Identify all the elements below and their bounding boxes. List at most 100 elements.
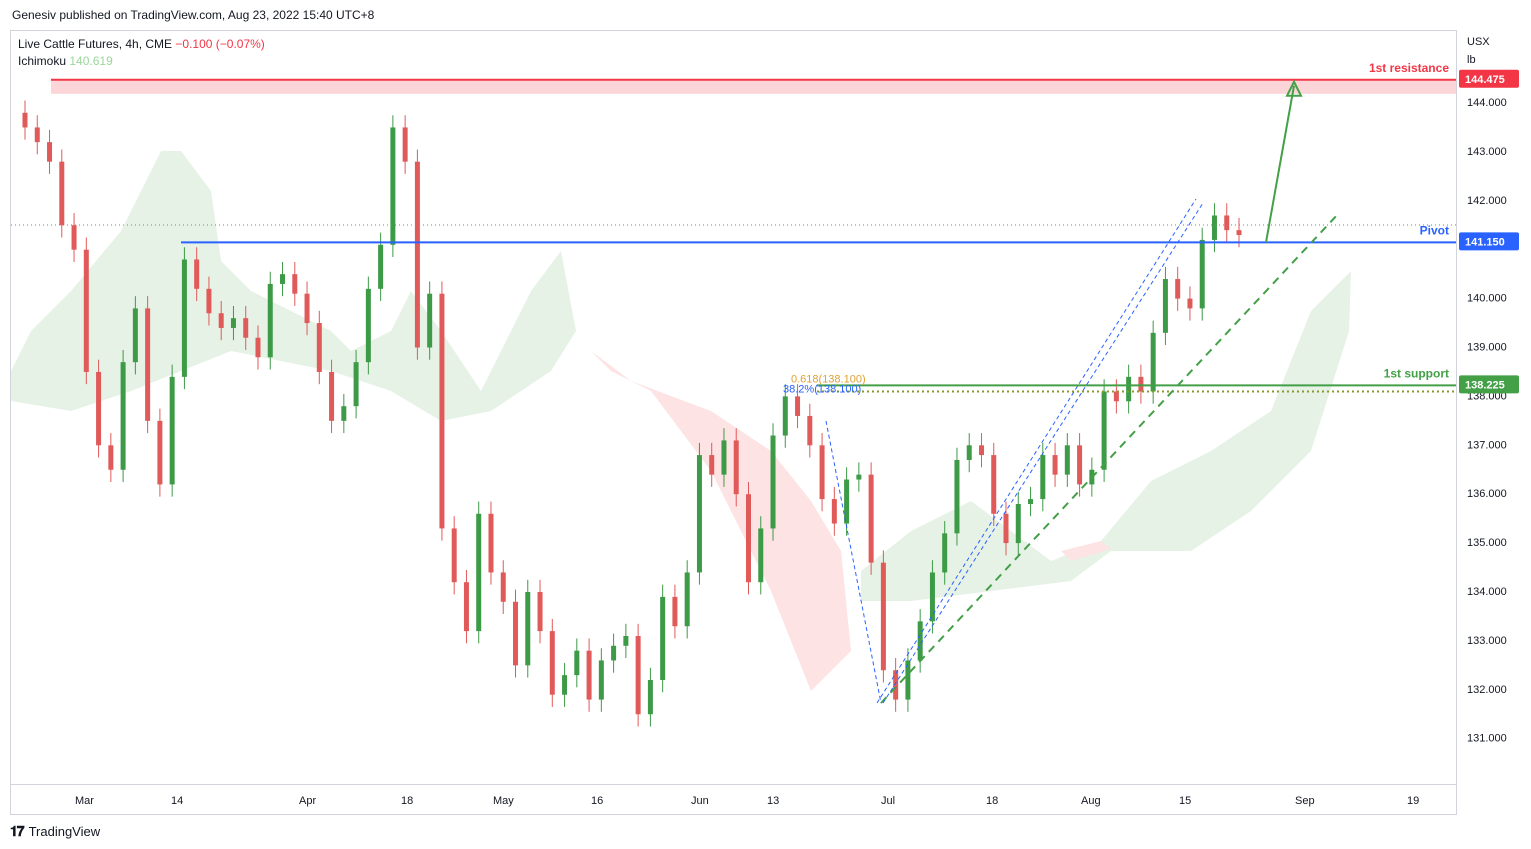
candle-body [1028, 499, 1034, 504]
candle-body [1150, 332, 1156, 392]
candle [611, 633, 617, 673]
candle [304, 281, 310, 336]
candle-body [1187, 298, 1193, 309]
candle-body [795, 396, 801, 416]
candle [513, 589, 519, 678]
candle-body [623, 636, 629, 646]
candle-body [230, 318, 236, 328]
candle-body [304, 293, 310, 324]
candle [684, 560, 690, 639]
candle [329, 359, 335, 434]
candle-body [34, 127, 40, 143]
candle-body [1138, 376, 1144, 392]
candle-body [917, 621, 923, 661]
price-tag-bg [1459, 375, 1519, 394]
candle [660, 584, 666, 693]
tradingview-logo-text: TradingView [28, 824, 101, 839]
candle [1015, 491, 1021, 556]
candle-body [684, 572, 690, 627]
y-tick-label: 142.000 [1467, 195, 1507, 207]
candle [71, 213, 77, 262]
chart-area[interactable]: 1st resistance Pivot 1st support 0.618(138.… [10, 30, 1457, 785]
candle [745, 481, 751, 595]
trendline-blue-c [825, 420, 882, 704]
candle-body [157, 420, 163, 485]
x-tick-label: Apr [299, 795, 316, 807]
candle-body [378, 244, 384, 289]
candle-body [978, 445, 984, 456]
candle [831, 486, 837, 536]
candle-body [831, 499, 837, 524]
candle-body [218, 313, 224, 328]
candle [1138, 364, 1144, 404]
candle-body [1162, 279, 1168, 333]
candle [1064, 433, 1070, 487]
candle [733, 428, 739, 507]
candle [978, 433, 984, 468]
candle-body [194, 259, 200, 289]
time-axis[interactable]: Mar 14 Apr 18 May 16 Jun 13 Jul 18 Aug 15 Sep 19 [10, 785, 1457, 815]
tradingview-logo[interactable]: 𝟏𝟕 TradingView [10, 823, 100, 840]
candle-body [598, 660, 604, 700]
y-tick-label: 131.000 [1467, 733, 1507, 745]
candle [917, 609, 923, 673]
candle-body [47, 142, 53, 162]
price-tag-bg [1459, 232, 1519, 251]
y-tick-label: 139.000 [1467, 342, 1507, 354]
candle-body [1077, 445, 1083, 485]
price-axis-svg: 144.000 143.000 142.000 140.000 139.000 138.0… [1459, 69, 1519, 745]
candle-body [880, 562, 886, 671]
candle-body [181, 259, 187, 377]
candle [1150, 320, 1156, 404]
candle-body [206, 288, 212, 314]
unit-top-label: USX [1467, 36, 1490, 48]
ichimoku-cloud-3 [1061, 541, 1111, 561]
price-tag-text: 141.150 [1465, 236, 1505, 248]
candle-body [108, 445, 114, 470]
candle [157, 408, 163, 497]
candle [292, 261, 298, 306]
price-axis[interactable]: 144.000 143.000 142.000 140.000 139.000 138.0… [1457, 30, 1531, 785]
candle-body [929, 572, 935, 622]
indicator-name[interactable]: Ichimoku [18, 54, 67, 68]
candle [635, 623, 641, 727]
candle-body [672, 596, 678, 627]
candle [169, 364, 175, 497]
candle-body [132, 308, 138, 363]
candle [929, 560, 935, 634]
price-chart[interactable]: 1st resistance Pivot 1st support 0.618(138.… [11, 31, 1457, 785]
candle-body [893, 670, 899, 700]
ichimoku-cloud-2 [861, 271, 1351, 601]
candle-body [991, 455, 997, 514]
candle [47, 129, 53, 174]
candle [954, 447, 960, 546]
candle-body [709, 455, 715, 475]
candle [132, 296, 138, 375]
candle-body [267, 283, 273, 358]
candle [672, 584, 678, 639]
candle-body [1003, 513, 1009, 544]
candle-body [635, 636, 641, 715]
candle [1003, 501, 1009, 556]
candle [96, 359, 102, 458]
candle [807, 403, 813, 458]
price-change: −0.100 (−0.07%) [175, 37, 265, 51]
candle-body [476, 513, 482, 632]
candle-body [59, 161, 65, 226]
candle-body [868, 474, 874, 563]
candle [1211, 203, 1217, 253]
candle-body [1052, 455, 1058, 475]
candle [696, 442, 702, 585]
candle [390, 115, 396, 258]
candle-body [439, 293, 445, 529]
candle [476, 501, 482, 644]
candle [1162, 266, 1168, 346]
candle-body [341, 406, 347, 421]
candle-body [525, 592, 531, 666]
projection-arrowhead [1285, 79, 1303, 97]
candle [230, 305, 236, 341]
candle-body [463, 582, 469, 632]
candle-body [365, 288, 371, 363]
candle [893, 658, 899, 712]
publish-info: Genesiv published on TradingView.com, Au… [12, 8, 375, 22]
